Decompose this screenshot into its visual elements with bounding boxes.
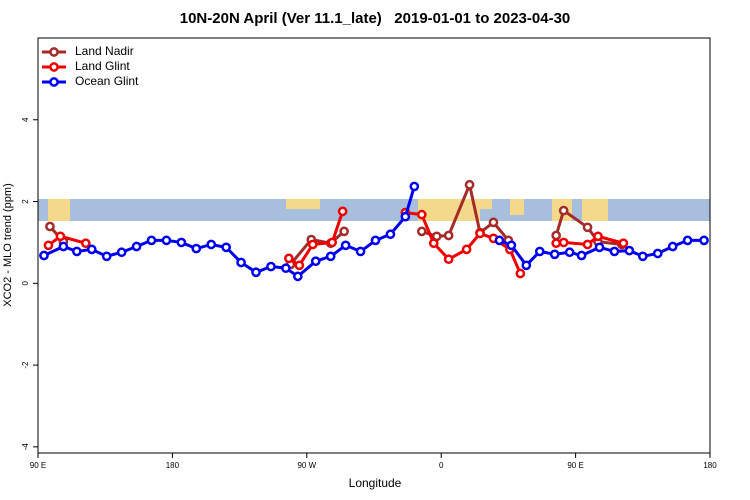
data-point [116,247,127,258]
legend-marker [49,77,59,87]
legend-label: Ocean Glint [75,74,139,88]
data-point [236,257,246,268]
x-tick-label: 180 [703,461,717,470]
data-point [652,248,663,259]
data-point [176,237,187,248]
x-axis-label: Longitude [349,476,402,490]
land-patch [286,199,320,209]
data-point [609,246,620,257]
data-point [416,226,427,237]
data-point [161,235,172,246]
data-point [461,244,472,255]
y-tick-label: -4 [21,443,30,451]
data-point [667,241,678,252]
y-tick-label: -2 [21,361,30,369]
x-tick-label: 90 E [30,461,46,470]
data-point [86,244,97,255]
data-point [564,247,575,258]
data-point [58,241,69,252]
legend-marker [49,47,59,57]
data-point [618,238,629,249]
land-patch [418,199,480,221]
land-patch [48,199,70,221]
y-tick-label: 0 [21,281,30,286]
data-point [443,230,454,241]
data-point [206,239,217,250]
data-point [515,268,526,279]
data-point [80,238,91,249]
x-tick-label: 0 [439,461,444,470]
data-point [71,246,82,257]
data-point [292,271,303,282]
data-point [416,209,427,220]
data-point [385,229,396,240]
data-point [582,222,593,233]
data-point [682,235,693,246]
data-point [594,242,605,253]
x-tick-label: 180 [166,461,180,470]
data-point [39,250,49,261]
land-patch [510,199,524,215]
data-point [506,240,517,251]
data-point [400,211,411,222]
plot-frame [37,37,711,454]
data-point [131,241,142,252]
x-tick-label: 90 E [567,461,583,470]
data-point [549,249,560,260]
data-point [266,261,276,272]
data-point [464,179,475,190]
data-point [534,246,545,257]
data-point [45,221,55,232]
data-point [637,251,648,262]
data-point [284,253,294,264]
data-point [337,206,348,217]
land-patch [480,199,492,209]
data-point [593,231,603,242]
y-tick-label: 4 [21,117,30,122]
data-point [251,267,261,278]
data-point [146,235,157,246]
data-point [409,181,420,192]
land-patch [582,199,608,221]
data-point [699,235,709,246]
data-point [355,246,366,257]
data-point [325,251,336,262]
data-point [551,230,562,241]
data-point [294,260,305,271]
data-point [43,240,54,251]
data-point [494,235,505,246]
data-point [488,217,499,228]
data-point [340,240,351,251]
data-point [307,239,318,250]
data-point [428,238,439,249]
legend-label: Land Glint [75,59,130,73]
data-point [551,238,562,249]
data-point [475,228,485,239]
data-point [582,239,593,250]
data-point [558,205,569,216]
data-point [443,254,454,265]
data-point [576,250,587,261]
data-point [281,263,291,274]
data-point [101,251,112,262]
chart-title: 10N-20N April (Ver 11.1_late) 2019-01-01… [180,10,571,27]
legend-label: Land Nadir [75,44,134,58]
y-axis-label: XCO2 - MLO trend (ppm) [2,183,14,306]
legend-marker [49,62,59,72]
data-point [521,260,532,271]
data-point [191,243,202,254]
data-point [558,237,569,248]
data-point [327,237,338,248]
data-point [55,231,66,242]
ocean-band [38,199,710,221]
data-point [624,245,635,256]
data-point [221,242,232,253]
data-point [339,226,349,237]
data-point [310,256,321,267]
map-band [38,199,710,221]
data-point [370,235,381,246]
y-tick-label: 2 [21,199,30,204]
x-tick-label: 90 W [297,461,316,470]
